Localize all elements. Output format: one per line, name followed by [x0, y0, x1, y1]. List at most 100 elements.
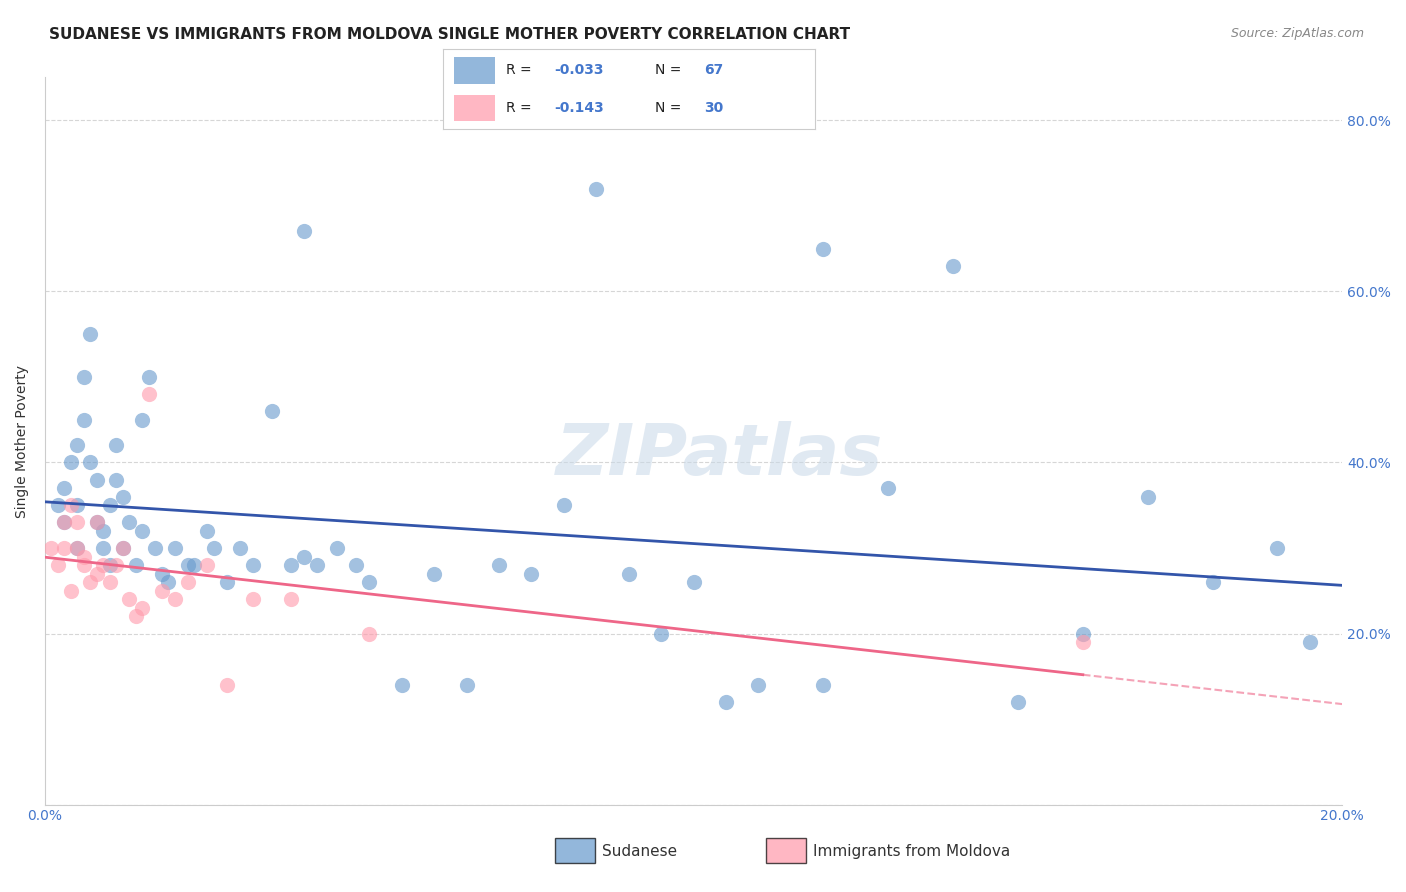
Point — [111, 541, 134, 555]
Point — [59, 498, 82, 512]
Point — [86, 566, 108, 581]
Point — [79, 327, 101, 342]
Point — [215, 575, 238, 590]
Point — [650, 626, 672, 640]
Point — [326, 541, 349, 555]
Point — [73, 549, 96, 564]
Point — [105, 473, 128, 487]
Point — [488, 558, 510, 572]
Text: ZIPatlas: ZIPatlas — [555, 421, 883, 490]
Point — [307, 558, 329, 572]
Point — [553, 498, 575, 512]
Point — [682, 575, 704, 590]
Point — [66, 498, 89, 512]
Point — [131, 524, 153, 538]
Point — [195, 524, 218, 538]
Point — [228, 541, 250, 555]
Point — [73, 369, 96, 384]
Point — [131, 412, 153, 426]
Point — [53, 516, 76, 530]
Y-axis label: Single Mother Poverty: Single Mother Poverty — [15, 365, 30, 517]
Point — [98, 558, 121, 572]
Point — [93, 524, 115, 538]
Point — [242, 592, 264, 607]
Point — [46, 498, 69, 512]
Text: Source: ZipAtlas.com: Source: ZipAtlas.com — [1230, 27, 1364, 40]
Point — [1267, 541, 1289, 555]
Point — [98, 498, 121, 512]
Text: R =: R = — [506, 63, 536, 77]
Point — [176, 558, 198, 572]
Point — [66, 541, 89, 555]
Point — [163, 541, 186, 555]
Point — [423, 566, 446, 581]
Point — [125, 609, 148, 624]
Point — [344, 558, 367, 572]
Point — [150, 566, 173, 581]
Text: R =: R = — [506, 101, 540, 115]
Point — [73, 558, 96, 572]
Point — [59, 455, 82, 469]
Point — [66, 438, 89, 452]
Point — [118, 592, 141, 607]
Point — [131, 600, 153, 615]
Point — [150, 583, 173, 598]
Point — [66, 541, 89, 555]
Point — [813, 678, 835, 692]
Point — [105, 438, 128, 452]
Point — [294, 224, 316, 238]
Point — [125, 558, 148, 572]
Point — [73, 412, 96, 426]
Point — [111, 541, 134, 555]
Point — [294, 549, 316, 564]
Point — [163, 592, 186, 607]
Point — [391, 678, 413, 692]
Point — [53, 541, 76, 555]
Point — [359, 626, 381, 640]
Text: Sudanese: Sudanese — [602, 845, 676, 859]
Text: 67: 67 — [704, 63, 723, 77]
Point — [143, 541, 166, 555]
Point — [79, 575, 101, 590]
Text: 30: 30 — [704, 101, 723, 115]
Point — [157, 575, 180, 590]
Point — [111, 490, 134, 504]
Point — [456, 678, 478, 692]
Point — [585, 181, 607, 195]
Point — [46, 558, 69, 572]
Point — [714, 695, 737, 709]
Point — [1071, 626, 1094, 640]
Point — [53, 516, 76, 530]
Point — [1299, 635, 1322, 649]
Point — [1201, 575, 1223, 590]
Point — [260, 404, 283, 418]
Point — [242, 558, 264, 572]
Text: N =: N = — [655, 101, 686, 115]
Point — [53, 481, 76, 495]
Point — [877, 481, 900, 495]
Text: SUDANESE VS IMMIGRANTS FROM MOLDOVA SINGLE MOTHER POVERTY CORRELATION CHART: SUDANESE VS IMMIGRANTS FROM MOLDOVA SING… — [49, 27, 851, 42]
Point — [86, 473, 108, 487]
Point — [1007, 695, 1029, 709]
Point — [138, 387, 160, 401]
Point — [1071, 635, 1094, 649]
Point — [98, 575, 121, 590]
Bar — [454, 57, 495, 84]
Point — [105, 558, 128, 572]
Point — [66, 516, 89, 530]
Point — [59, 583, 82, 598]
Point — [41, 541, 63, 555]
Point — [520, 566, 543, 581]
Point — [617, 566, 640, 581]
Text: Immigrants from Moldova: Immigrants from Moldova — [813, 845, 1010, 859]
Point — [86, 516, 108, 530]
Point — [183, 558, 205, 572]
Point — [86, 516, 108, 530]
Bar — [454, 95, 495, 121]
Point — [138, 369, 160, 384]
Point — [280, 558, 302, 572]
Text: -0.033: -0.033 — [554, 63, 605, 77]
Point — [79, 455, 101, 469]
Point — [1136, 490, 1159, 504]
Point — [202, 541, 225, 555]
